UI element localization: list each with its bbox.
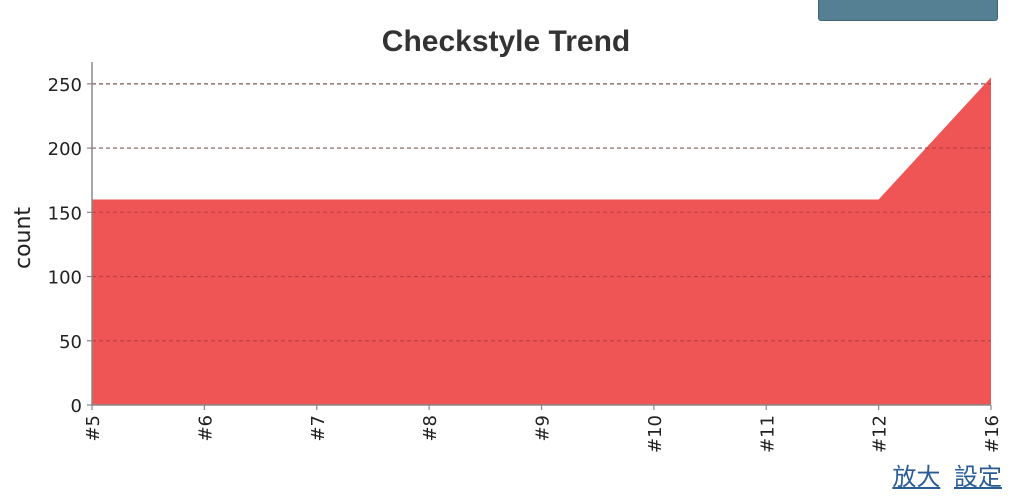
x-tick-label-#16: #16: [982, 415, 1003, 453]
y-tick-label-250: 250: [48, 75, 82, 96]
x-tick-label-#8: #8: [420, 415, 441, 442]
zoom-link[interactable]: 放大: [892, 463, 940, 491]
x-tick-label-#12: #12: [870, 415, 891, 453]
y-tick-labels: 0 50 100 150 200 250: [48, 75, 92, 417]
x-tick-label-#9: #9: [533, 415, 554, 442]
x-tick-label-#5: #5: [83, 415, 104, 442]
chart-links: 放大 設定: [886, 462, 1002, 492]
area-series-0: [92, 77, 991, 405]
settings-link[interactable]: 設定: [954, 463, 1002, 491]
x-tick-label-#7: #7: [308, 415, 329, 442]
y-tick-label-200: 200: [48, 139, 82, 160]
x-tick-label-#6: #6: [195, 415, 216, 442]
y-tick-label-100: 100: [48, 268, 82, 289]
y-axis-label: count: [11, 207, 36, 269]
y-tick-label-0: 0: [71, 396, 82, 417]
y-tick-label-50: 50: [59, 332, 82, 353]
x-tick-labels: #5 #6 #7 #8 #9 #10 #11 #12 #16: [83, 405, 1003, 453]
x-tick-label-#10: #10: [645, 415, 666, 453]
area-series: [92, 77, 991, 405]
x-tick-label-#11: #11: [757, 415, 778, 453]
y-tick-label-150: 150: [48, 203, 82, 224]
